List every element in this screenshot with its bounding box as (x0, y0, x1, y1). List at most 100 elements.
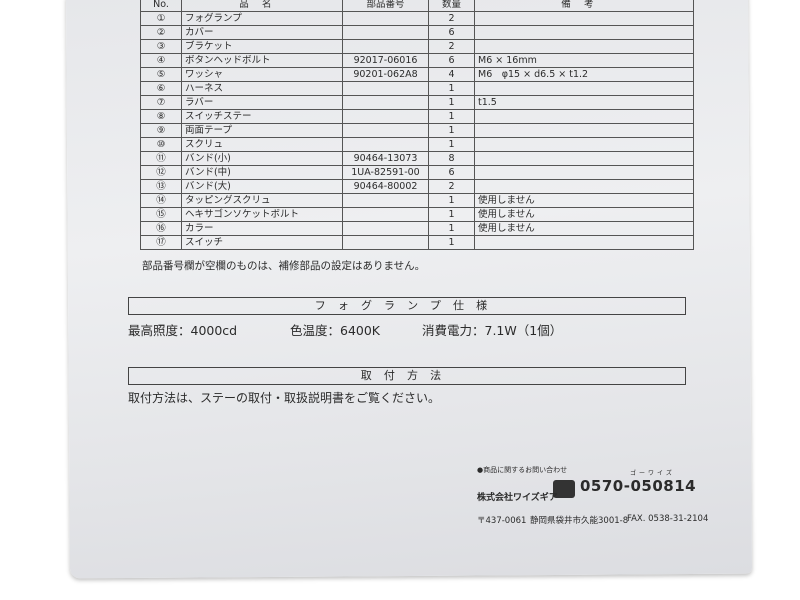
table-cell: カラー (181, 221, 343, 236)
table-cell: ⑮ (140, 207, 182, 222)
table-cell: スイッチステー (181, 109, 343, 124)
table-row: ④ ボタンヘッドボルト 92017-06016 6 M6 × 16mm (140, 53, 694, 68)
table-cell: ヘキサゴンソケットボルト (181, 207, 343, 222)
table-cell: バンド(中) (181, 165, 343, 180)
table-row: ⑬ バンド(大) 90464-80002 2 (140, 179, 694, 194)
table-cell (342, 109, 429, 124)
table-cell: 1 (428, 207, 475, 222)
inquiry-label: ●商品に関するお問い合わせ (477, 466, 568, 474)
postal-code: 〒437-0061 (477, 516, 527, 526)
table-cell: ⑯ (140, 221, 182, 236)
table-cell (474, 235, 694, 250)
spec-item: 最高照度：4000cd (128, 323, 238, 338)
table-row: ⑰ スイッチ 1 (140, 235, 694, 250)
table-row: ⑭ タッピングスクリュ 1 使用しません (140, 193, 694, 208)
column-header: 備考 (474, 0, 694, 12)
table-cell (342, 39, 429, 54)
table-cell: ⑥ (140, 81, 182, 96)
table-cell (474, 151, 694, 166)
table-cell: ⑰ (140, 235, 182, 250)
table-cell: 1 (428, 81, 475, 96)
table-cell: ハーネス (181, 81, 343, 96)
table-cell (474, 39, 694, 54)
table-cell: 1 (428, 221, 475, 236)
table-cell: バンド(小) (181, 151, 343, 166)
table-row: ⑪ バンド(小) 90464-13073 8 (140, 151, 694, 166)
phone-number: 0570-050814 (580, 477, 697, 495)
table-row: ③ ブラケット 2 (140, 39, 694, 54)
table-cell: 1 (428, 109, 475, 124)
table-row: ⑧ スイッチステー 1 (140, 109, 694, 124)
table-cell: 8 (428, 151, 475, 166)
table-cell: ⑨ (140, 123, 182, 138)
table-cell: ① (140, 11, 182, 26)
table-cell: スクリュ (181, 137, 343, 152)
table-cell: 1 (428, 123, 475, 138)
table-cell: タッピングスクリュ (181, 193, 343, 208)
table-cell: ブラケット (181, 39, 343, 54)
table-row: ⑯ カラー 1 使用しません (140, 221, 694, 236)
table-cell: ⑦ (140, 95, 182, 110)
table-cell: M6 × 16mm (474, 53, 694, 68)
address: 静岡県袋井市久能3001-8 (530, 516, 629, 526)
table-row: ⑩ スクリュ 1 (140, 137, 694, 152)
table-cell: 両面テープ (181, 123, 343, 138)
table-cell (474, 123, 694, 138)
table-cell (342, 137, 429, 152)
table-cell: ④ (140, 53, 182, 68)
table-cell: 90201-062A8 (342, 67, 429, 82)
table-cell: ③ (140, 39, 182, 54)
table-cell: バンド(大) (181, 179, 343, 194)
table-cell: 2 (428, 179, 475, 194)
column-header: 数量 (428, 0, 475, 12)
table-cell (342, 95, 429, 110)
table-row: ⑦ ラバー 1 t1.5 (140, 95, 694, 110)
table-cell: 92017-06016 (342, 53, 429, 68)
table-cell: 1 (428, 95, 475, 110)
table-cell (474, 11, 694, 26)
spec-item: 消費電力：7.1W（1個） (422, 323, 563, 338)
table-cell: 6 (428, 25, 475, 40)
table-cell (342, 207, 429, 222)
phone-reading: ゴーワイズ (630, 470, 675, 477)
table-cell: M6 φ15 × d6.5 × t1.2 (474, 67, 694, 82)
table-cell: ⑤ (140, 67, 182, 82)
table-cell: ⑪ (140, 151, 182, 166)
table-cell: 2 (428, 39, 475, 54)
table-cell (474, 179, 694, 194)
table-row: ⑮ ヘキサゴンソケットボルト 1 使用しません (140, 207, 694, 222)
table-cell: スイッチ (181, 235, 343, 250)
table-cell: 90464-80002 (342, 179, 429, 194)
table-cell: 6 (428, 165, 475, 180)
table-cell: ⑩ (140, 137, 182, 152)
table-cell (342, 193, 429, 208)
table-row: ⑨ 両面テープ 1 (140, 123, 694, 138)
table-cell (474, 109, 694, 124)
table-cell: 4 (428, 67, 475, 82)
mounting-heading: 取付方法 (128, 367, 686, 385)
table-cell: 1 (428, 193, 475, 208)
table-cell (342, 81, 429, 96)
table-cell: ⑭ (140, 193, 182, 208)
table-cell (342, 11, 429, 26)
table-row: ⑥ ハーネス 1 (140, 81, 694, 96)
table-cell: 6 (428, 53, 475, 68)
table-cell (342, 123, 429, 138)
table-row: ⑤ ワッシャ 90201-062A8 4 M6 φ15 × d6.5 × t1.2 (140, 67, 694, 82)
table-cell (342, 221, 429, 236)
table-cell: 使用しません (474, 207, 694, 222)
table-cell: ⑧ (140, 109, 182, 124)
logo (553, 480, 575, 498)
table-cell: ⑬ (140, 179, 182, 194)
table-cell: 1 (428, 137, 475, 152)
table-cell: フォグランプ (181, 11, 343, 26)
table-cell: ワッシャ (181, 67, 343, 82)
fax: FAX. 0538-31-2104 (627, 514, 709, 524)
parts-table: No. 品名 部品番号 数量 備考 ① フォグランプ 2 ② カバー 6 ③ ブラケット 2 ④ ボタンヘッ… (140, 0, 694, 250)
table-cell (342, 25, 429, 40)
company-name: 株式会社ワイズギア (477, 493, 558, 503)
column-header: 品名 (181, 0, 343, 12)
table-cell (474, 81, 694, 96)
column-header: 部品番号 (342, 0, 429, 12)
